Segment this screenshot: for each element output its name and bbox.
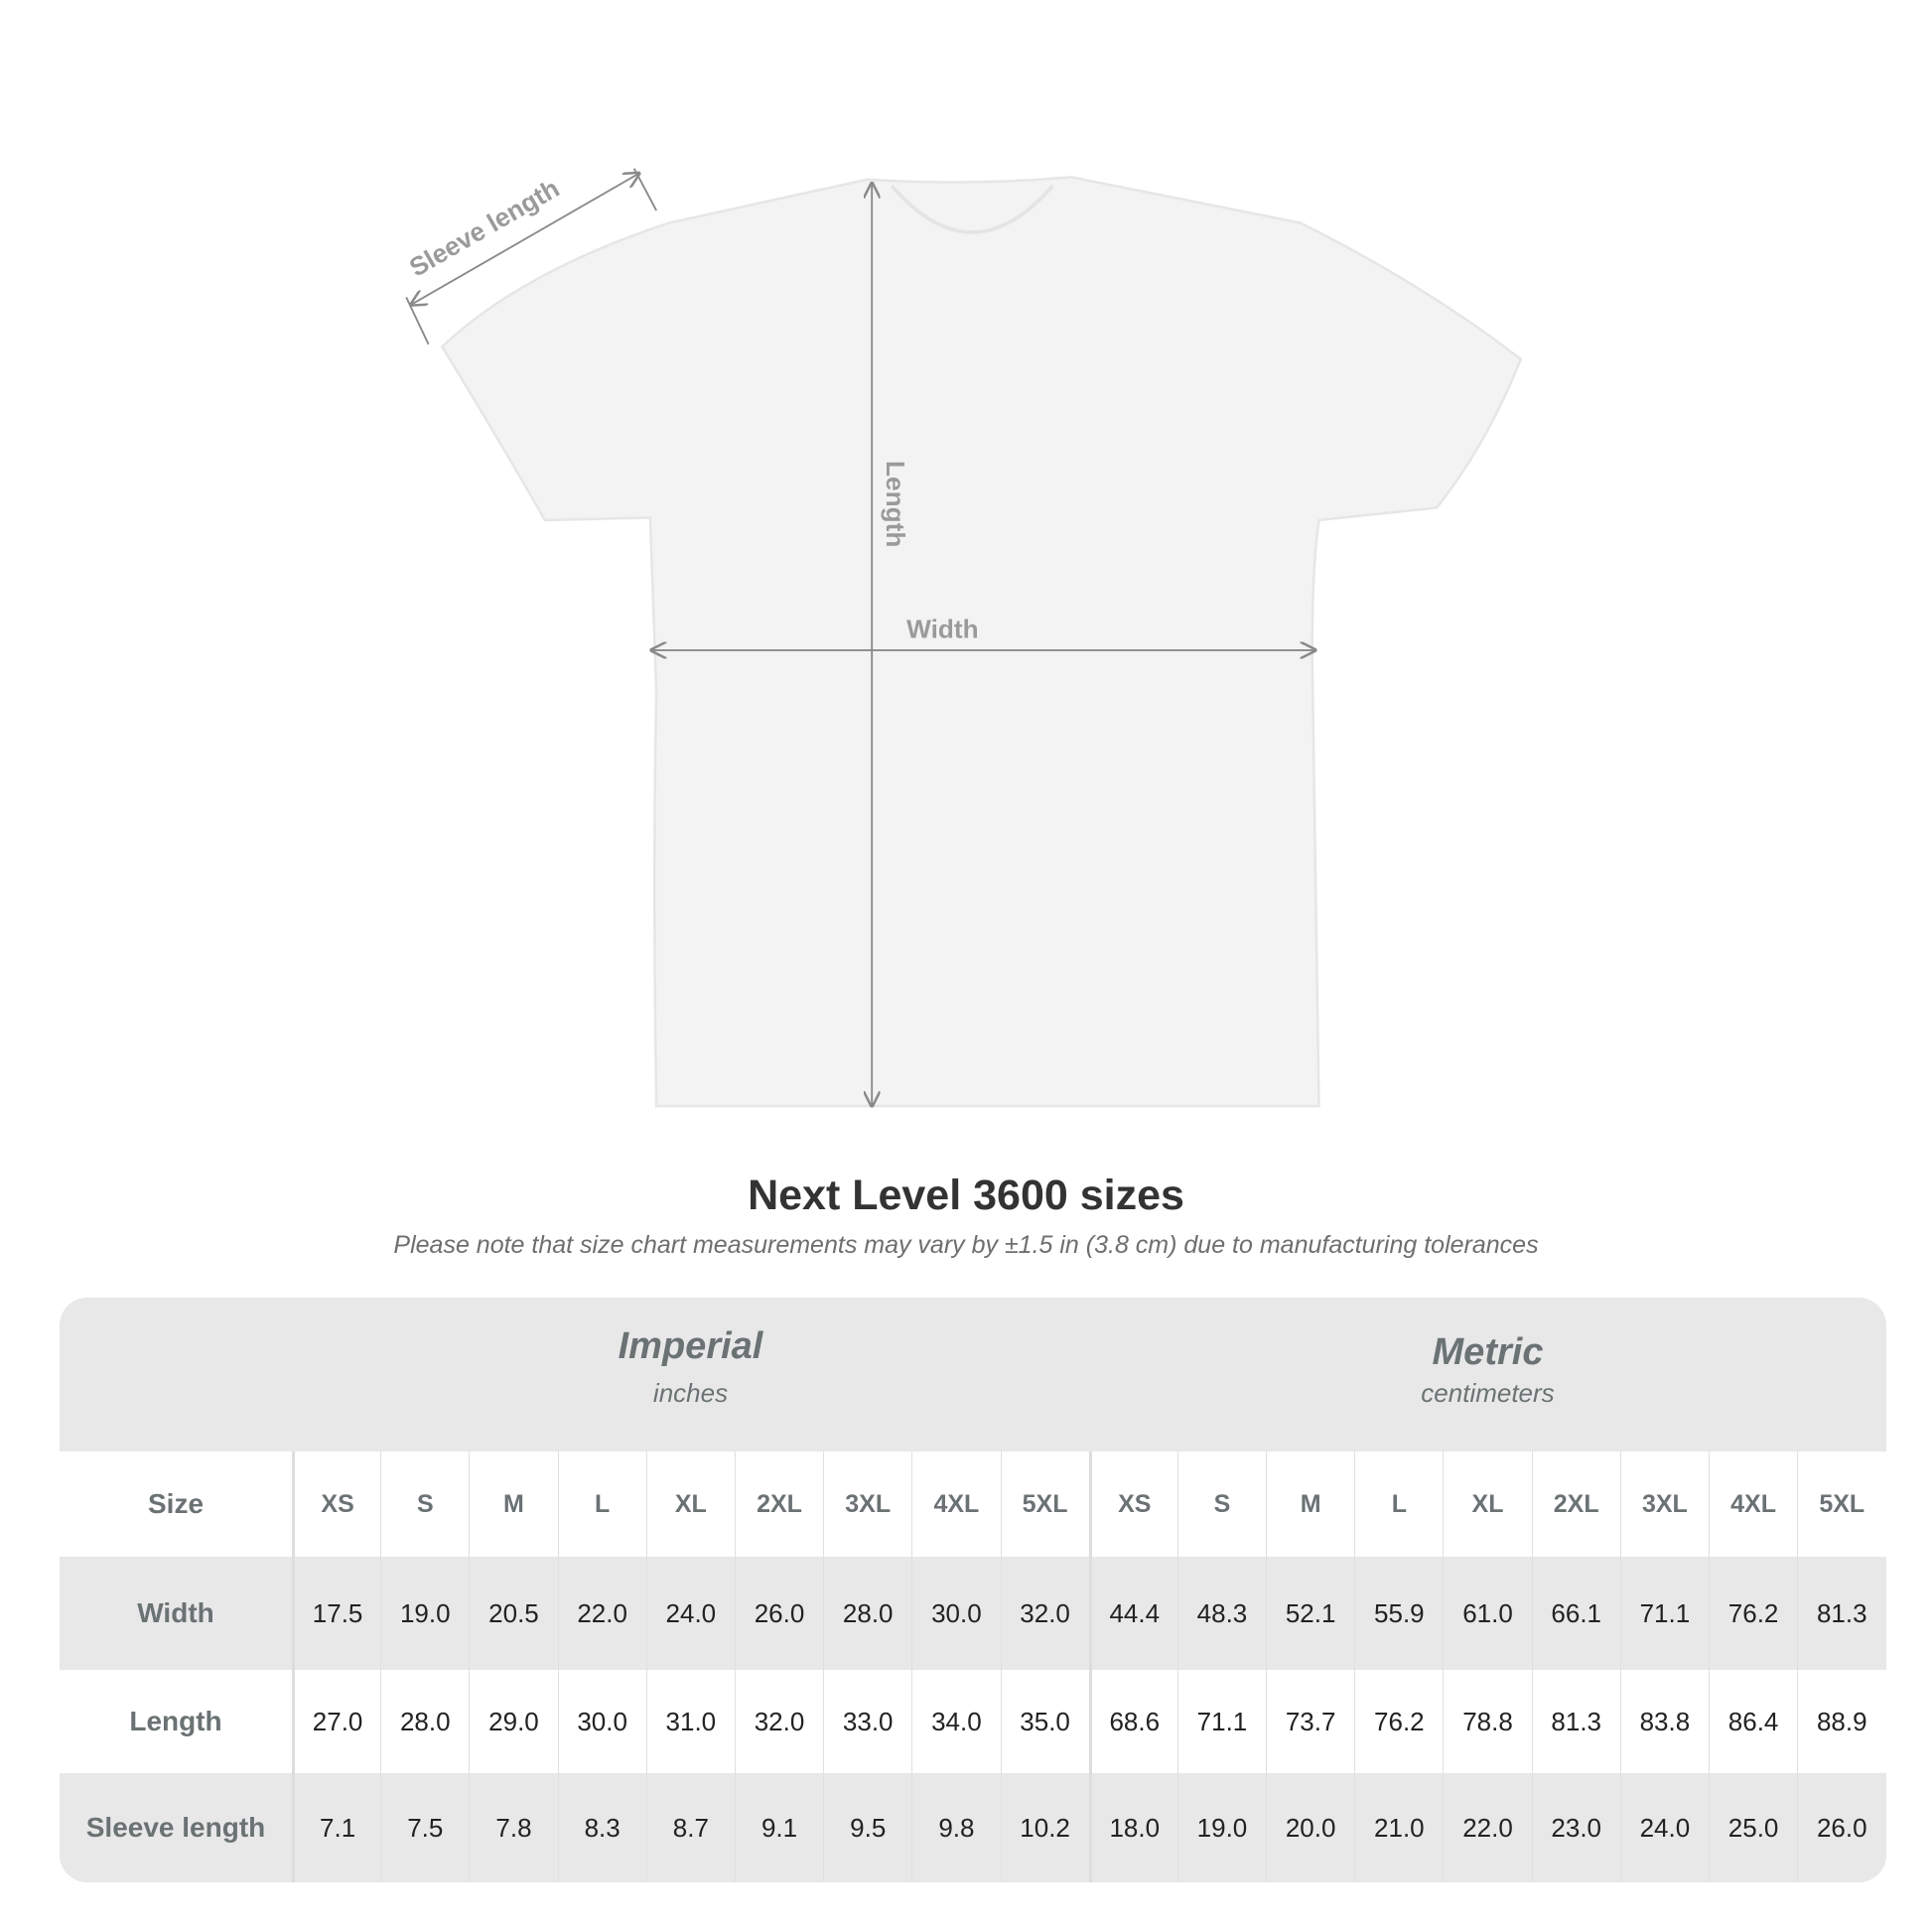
value-cell: 61.0 — [1443, 1557, 1531, 1670]
size-header-cell: L — [1354, 1451, 1443, 1557]
value-cell: 26.0 — [734, 1557, 823, 1670]
metric-header: Metric centimeters — [1089, 1298, 1886, 1485]
value-cell: 71.1 — [1619, 1557, 1709, 1670]
value-cell: 34.0 — [911, 1670, 1000, 1773]
value-cell: 24.0 — [1619, 1773, 1709, 1882]
value-cell: 20.5 — [469, 1557, 557, 1670]
value-cell: 24.0 — [645, 1557, 735, 1670]
value-cell: 29.0 — [469, 1670, 557, 1773]
size-header-cell: XS — [1088, 1451, 1177, 1557]
value-cell: 19.0 — [380, 1557, 469, 1670]
value-cell: 28.0 — [823, 1557, 911, 1670]
size-table: Imperial inches Metric centimeters Size X… — [60, 1298, 1886, 1882]
value-cell: 21.0 — [1354, 1773, 1443, 1882]
value-cell: 81.3 — [1797, 1557, 1885, 1670]
metric-unit: centimeters — [1421, 1378, 1555, 1408]
size-header-cell: 5XL — [1797, 1451, 1885, 1557]
value-cell: 8.7 — [645, 1773, 735, 1882]
value-cell: 81.3 — [1531, 1670, 1620, 1773]
size-header-cell: XL — [1443, 1451, 1531, 1557]
size-header-cell: 3XL — [1619, 1451, 1709, 1557]
size-header-cell: M — [1266, 1451, 1354, 1557]
tolerance-note: Please note that size chart measurements… — [393, 1231, 1539, 1259]
value-cell: 9.8 — [911, 1773, 1000, 1882]
value-cell: 78.8 — [1443, 1670, 1531, 1773]
value-cell: 25.0 — [1709, 1773, 1797, 1882]
size-header-cell: 5XL — [1000, 1451, 1089, 1557]
table-row: Length 27.0 28.0 29.0 30.0 31.0 32.0 33.0 34.0 35… — [60, 1670, 1886, 1773]
value-cell: 8.3 — [557, 1773, 646, 1882]
value-cell: 30.0 — [557, 1670, 646, 1773]
value-cell: 9.1 — [734, 1773, 823, 1882]
row-label: Length — [129, 1706, 222, 1736]
value-cell: 19.0 — [1176, 1773, 1266, 1882]
table-row: Sleeve length 7.1 7.5 7.8 8.3 8.7 9.1 9.5 9.8 10.… — [60, 1773, 1886, 1882]
value-cell: 76.2 — [1709, 1557, 1797, 1670]
size-header-cell: S — [380, 1451, 469, 1557]
size-header-cell: 4XL — [911, 1451, 1000, 1557]
size-header-cell: M — [469, 1451, 557, 1557]
value-cell: 27.0 — [292, 1670, 380, 1773]
value-cell: 33.0 — [823, 1670, 911, 1773]
value-cell: 32.0 — [1000, 1557, 1089, 1670]
value-cell: 73.7 — [1266, 1670, 1354, 1773]
row-label: Size — [147, 1488, 205, 1519]
sleeve-arrow — [411, 174, 639, 305]
value-cell: 76.2 — [1354, 1670, 1443, 1773]
size-header-cell: S — [1176, 1451, 1266, 1557]
value-cell: 7.5 — [380, 1773, 469, 1882]
value-cell: 22.0 — [557, 1557, 646, 1670]
value-cell: 10.2 — [1000, 1773, 1089, 1882]
value-cell: 31.0 — [645, 1670, 735, 1773]
value-cell: 20.0 — [1266, 1773, 1354, 1882]
width-label: Width — [906, 614, 978, 643]
size-header-cell: L — [557, 1451, 646, 1557]
value-cell: 7.1 — [292, 1773, 380, 1882]
value-cell: 30.0 — [911, 1557, 1000, 1670]
imperial-unit: inches — [652, 1378, 729, 1408]
value-cell: 23.0 — [1531, 1773, 1620, 1882]
value-cell: 9.5 — [823, 1773, 911, 1882]
value-cell: 68.6 — [1088, 1670, 1177, 1773]
size-header-cell: 2XL — [1531, 1451, 1620, 1557]
row-label: Width — [137, 1597, 214, 1628]
size-header-cell: XS — [292, 1451, 380, 1557]
imperial-label: Imperial — [618, 1325, 763, 1367]
table-row: Width 17.5 19.0 20.5 22.0 24.0 26.0 28.0 30.0 32.… — [60, 1557, 1886, 1670]
imperial-header: Imperial inches — [292, 1298, 1089, 1479]
value-cell: 48.3 — [1176, 1557, 1266, 1670]
value-cell: 26.0 — [1797, 1773, 1885, 1882]
value-cell: 55.9 — [1354, 1557, 1443, 1670]
length-label: Length — [881, 461, 910, 547]
value-cell: 86.4 — [1709, 1670, 1797, 1773]
value-cell: 18.0 — [1088, 1773, 1177, 1882]
row-label: Sleeve length — [85, 1812, 266, 1843]
value-cell: 88.9 — [1797, 1670, 1885, 1773]
value-cell: 7.8 — [469, 1773, 557, 1882]
value-cell: 83.8 — [1619, 1670, 1709, 1773]
sleeve-length-label: Sleeve length — [404, 173, 564, 282]
value-cell: 35.0 — [1000, 1670, 1089, 1773]
size-header-cell: 4XL — [1709, 1451, 1797, 1557]
tshirt-shape — [440, 176, 1523, 1108]
value-cell: 66.1 — [1531, 1557, 1620, 1670]
value-cell: 22.0 — [1443, 1773, 1531, 1882]
size-header-cell: XL — [645, 1451, 735, 1557]
value-cell: 17.5 — [292, 1557, 380, 1670]
chart-title: Next Level 3600 sizes — [748, 1172, 1184, 1219]
metric-label: Metric — [1432, 1331, 1544, 1373]
value-cell: 28.0 — [380, 1670, 469, 1773]
size-header-cell: 3XL — [823, 1451, 911, 1557]
size-header-cell: 2XL — [734, 1451, 823, 1557]
value-cell: 32.0 — [734, 1670, 823, 1773]
value-cell: 44.4 — [1088, 1557, 1177, 1670]
value-cell: 52.1 — [1266, 1557, 1354, 1670]
value-cell: 71.1 — [1176, 1670, 1266, 1773]
size-header-row: Size XS S M L XL 2XL 3XL 4XL 5XL XS S M L XL 2XL 3XL 4XL 5… — [60, 1451, 1886, 1557]
